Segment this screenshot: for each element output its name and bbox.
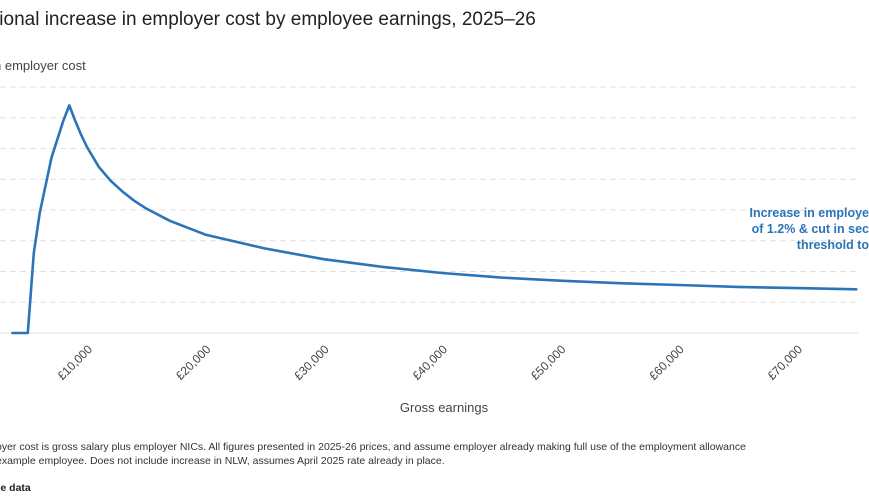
- x-tick-label: £60,000: [646, 342, 687, 383]
- x-tick-label: £10,000: [55, 342, 96, 383]
- x-axis-ticks: £10,000 £20,000 £30,000 £40,000 £50,000 £60,0…: [55, 342, 806, 383]
- x-tick-label: £50,000: [528, 342, 569, 383]
- gridlines: [0, 86, 858, 334]
- annotation-line-2: of 1.2% & cut in sec: [752, 222, 869, 236]
- note-line-1: oyer cost is gross salary plus employer …: [0, 441, 746, 453]
- annotation-line-1: Increase in employe: [749, 206, 869, 220]
- get-the-data-link[interactable]: he data: [0, 482, 31, 494]
- chart-title: tional increase in employer cost by empl…: [0, 9, 536, 30]
- series-group: [11, 104, 858, 335]
- x-tick-label: £70,000: [765, 342, 806, 383]
- annotation-line-3: threshold to: [797, 238, 869, 252]
- x-tick-label: £40,000: [410, 342, 451, 383]
- y-axis-label: n employer cost: [0, 58, 86, 73]
- x-axis-label: Gross earnings: [400, 400, 489, 415]
- x-tick-label: £30,000: [291, 342, 332, 383]
- chart-notes: oyer cost is gross salary plus employer …: [0, 440, 869, 468]
- series-line-0: [11, 104, 858, 335]
- note-line-2: example employee. Does not include incre…: [0, 455, 445, 467]
- x-tick-label: £20,000: [173, 342, 214, 383]
- line-chart: £10,000 £20,000 £30,000 £40,000 £50,000 £60,0…: [0, 86, 869, 415]
